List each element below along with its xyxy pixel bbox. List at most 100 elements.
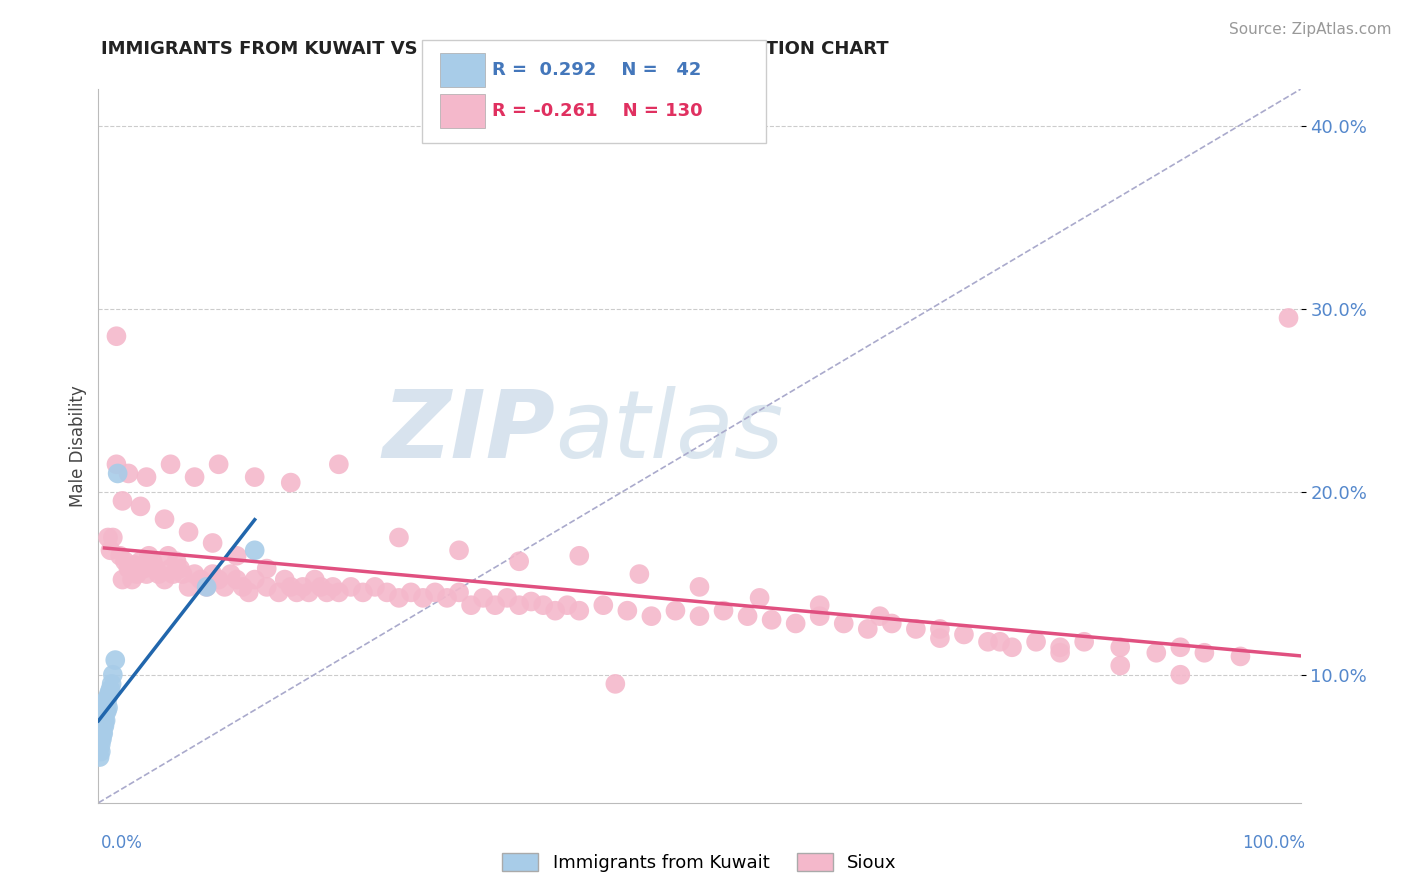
Point (97, 531, 120, 545)
Point (225, 549, 247, 563)
Point (508, 598, 530, 612)
Point (388, 531, 411, 545)
Point (664, 604, 686, 618)
Point (328, 458, 350, 472)
Point (90, 726, 112, 740)
Point (399, 585, 422, 599)
Point (531, 598, 554, 612)
Point (108, 549, 131, 563)
Point (496, 591, 519, 605)
Point (162, 567, 184, 582)
Point (159, 458, 181, 472)
Point (93, 695, 115, 709)
Point (832, 616, 855, 631)
Point (157, 549, 180, 563)
Point (107, 467, 129, 481)
Point (243, 573, 266, 587)
Point (1109, 640, 1132, 655)
Point (105, 329, 128, 343)
Point (190, 573, 212, 587)
Point (243, 543, 266, 558)
Point (94, 704, 117, 718)
Point (447, 543, 470, 558)
Point (322, 580, 344, 594)
Point (285, 585, 308, 599)
Point (688, 609, 710, 624)
Point (91, 714, 114, 728)
Point (880, 616, 903, 631)
Point (856, 622, 879, 636)
Point (256, 580, 278, 594)
Point (1049, 640, 1071, 655)
Point (219, 567, 242, 582)
Point (135, 470, 157, 484)
Point (568, 549, 591, 563)
Point (153, 573, 176, 587)
Point (808, 609, 831, 624)
Text: atlas: atlas (555, 386, 783, 477)
Point (97, 690, 120, 704)
Point (436, 591, 458, 605)
Point (977, 634, 1000, 648)
Point (91, 719, 114, 733)
Point (141, 554, 163, 568)
Point (592, 598, 614, 612)
Point (225, 573, 247, 587)
Point (328, 585, 350, 599)
Point (195, 580, 218, 594)
Point (153, 512, 176, 526)
Text: IMMIGRANTS FROM KUWAIT VS SIOUX MALE DISABILITY CORRELATION CHART: IMMIGRANTS FROM KUWAIT VS SIOUX MALE DIS… (101, 40, 889, 58)
Point (544, 604, 567, 618)
Point (91, 726, 114, 740)
Point (508, 554, 530, 568)
Point (89, 737, 111, 751)
Point (201, 567, 224, 582)
Point (111, 573, 134, 587)
Point (748, 591, 770, 605)
Point (96, 695, 118, 709)
Point (688, 580, 710, 594)
Point (96, 704, 118, 718)
Point (291, 580, 314, 594)
Point (280, 580, 302, 594)
Point (90, 737, 112, 751)
Point (352, 585, 374, 599)
Point (869, 609, 891, 624)
Point (761, 613, 783, 627)
Point (423, 585, 446, 599)
Point (90, 717, 112, 731)
Point (117, 561, 139, 575)
Point (568, 604, 591, 618)
Legend: Immigrants from Kuwait, Sioux: Immigrants from Kuwait, Sioux (495, 846, 904, 880)
Point (91, 700, 114, 714)
Point (904, 622, 927, 636)
Point (89, 726, 111, 740)
Point (364, 580, 387, 594)
Point (93, 704, 115, 718)
Point (195, 580, 218, 594)
Point (138, 549, 160, 563)
Point (274, 573, 297, 587)
Point (94, 695, 117, 709)
Point (1025, 634, 1047, 648)
Point (238, 585, 260, 599)
Point (460, 598, 482, 612)
Point (111, 494, 134, 508)
Point (375, 585, 398, 599)
Point (555, 598, 578, 612)
Point (94, 714, 117, 728)
Point (90, 731, 112, 746)
Point (280, 475, 302, 490)
Point (100, 543, 122, 558)
Point (628, 567, 651, 582)
Point (135, 567, 157, 582)
Point (93, 719, 115, 733)
Point (104, 653, 127, 667)
Point (605, 677, 627, 691)
Point (91, 719, 114, 733)
Point (89, 731, 111, 746)
Point (214, 580, 236, 594)
Point (988, 634, 1011, 648)
Point (177, 580, 200, 594)
Point (172, 567, 194, 582)
